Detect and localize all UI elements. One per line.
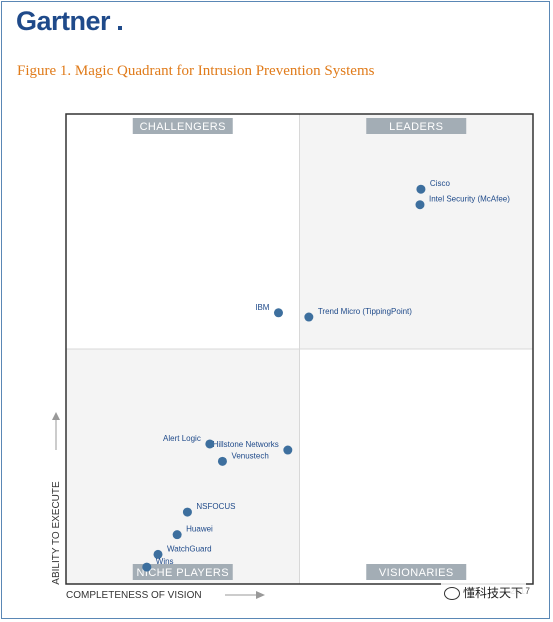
vendor-point <box>416 184 426 194</box>
x-axis-arrowhead <box>256 591 265 599</box>
vendor-label: Cisco <box>430 179 451 188</box>
vendor-point <box>142 562 152 572</box>
vendor-point <box>415 200 425 210</box>
vendor-label: NSFOCUS <box>196 502 235 511</box>
logo-dot <box>118 26 122 30</box>
vendor-point <box>283 445 293 455</box>
vendor-point <box>273 308 283 318</box>
quadrant-bg-niche <box>66 349 300 584</box>
vendor-label: Trend Micro (TippingPoint) <box>318 307 412 316</box>
wechat-icon <box>444 587 460 601</box>
y-axis-arrowhead <box>52 412 60 420</box>
quadrant-label-visionaries: VISIONARIES <box>379 567 454 579</box>
quadrant-label-leaders-tab <box>366 118 467 134</box>
vendor-label: Alert Logic <box>163 434 201 443</box>
quadrant-label-challengers: CHALLENGERS <box>140 121 226 133</box>
vendor-label: Venustech <box>231 451 268 460</box>
quadrant-label-niche-players-tab <box>132 564 233 580</box>
vendor-point <box>153 549 163 559</box>
quadrant-bg-challengers <box>66 114 300 349</box>
vendor-label: Huawei <box>186 525 213 534</box>
vendor-point <box>172 530 182 540</box>
vendor-label: Wins <box>156 557 174 566</box>
x-axis-label: COMPLETENESS OF VISION <box>66 590 202 601</box>
vendor-label: WatchGuard <box>167 544 212 553</box>
quadrant-label-leaders: LEADERS <box>389 121 443 133</box>
gartner-logo: Gartner <box>16 6 111 36</box>
quadrant-bg-leaders <box>299 114 533 349</box>
vendor-label: Intel Security (McAfee) <box>429 195 510 204</box>
watermark: 懂科技天下 <box>441 583 527 602</box>
vendor-point <box>182 507 192 517</box>
vendor-point <box>304 312 314 322</box>
vendor-point <box>217 456 227 466</box>
watermark-text: 懂科技天下 <box>463 586 524 600</box>
quadrant-label-challengers-tab <box>132 118 233 134</box>
y-axis-label: ABILITY TO EXECUTE <box>51 481 62 585</box>
quadrant-label-visionaries-tab <box>366 564 467 580</box>
vendor-point <box>205 439 215 449</box>
vendor-label: Hillstone Networks <box>213 440 279 449</box>
figure-title: Figure 1. Magic Quadrant for Intrusion P… <box>17 63 375 79</box>
vendor-label: IBM <box>255 303 270 312</box>
plot-border <box>65 113 534 585</box>
quadrant-bg-visionaries <box>299 349 533 584</box>
quadrant-label-niche-players: NICHE PLAYERS <box>137 567 229 579</box>
